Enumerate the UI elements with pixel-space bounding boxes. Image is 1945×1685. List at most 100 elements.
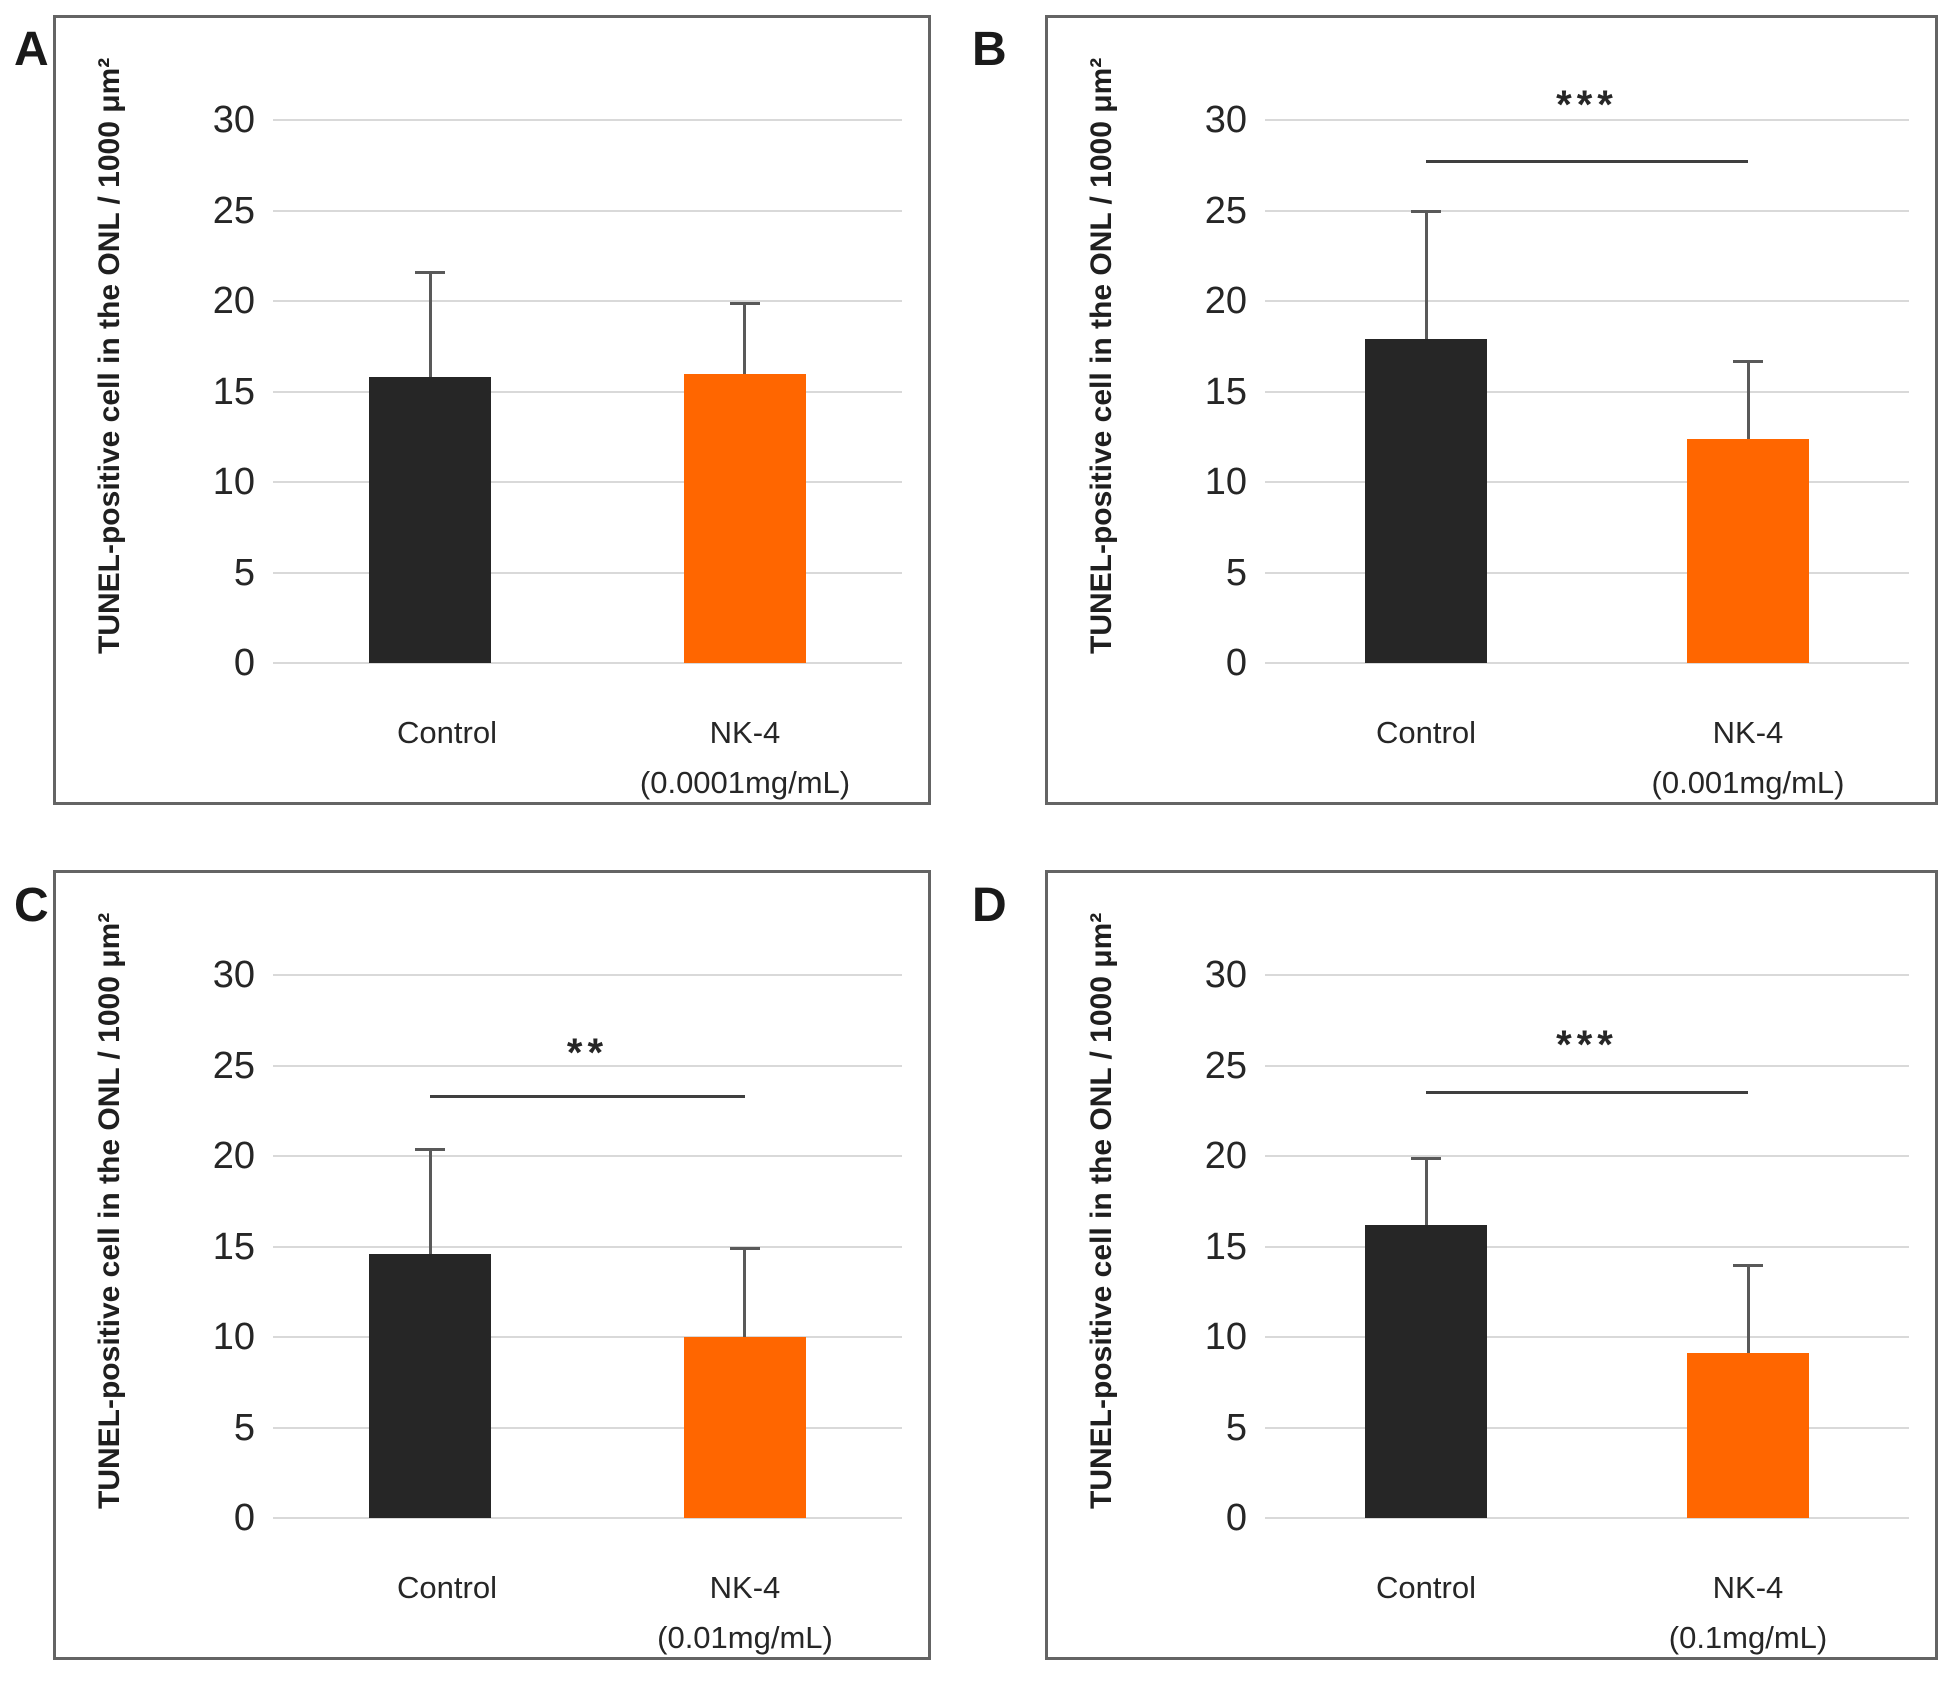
- panel-d: TUNEL-positive cell in the ONL / 1000 μm…: [1045, 870, 1938, 1660]
- y-tick-label: 20: [1204, 280, 1247, 323]
- gridline-y15: [1265, 1245, 1909, 1248]
- error-bar-stem: [428, 1149, 432, 1254]
- y-tick-label: 25: [212, 189, 255, 232]
- error-bar-cap: [1411, 209, 1441, 213]
- error-bar-stem: [1424, 210, 1428, 340]
- y-tick-label: 20: [212, 1135, 255, 1178]
- x-label-nk4: NK-4 (0.01mg/mL): [575, 1563, 915, 1662]
- y-tick-label: 20: [1204, 1135, 1247, 1178]
- error-bar-cap: [1733, 359, 1763, 363]
- y-tick-label: 25: [212, 1044, 255, 1087]
- y-tick-label: 15: [212, 370, 255, 413]
- gridline-y15: [273, 390, 902, 393]
- y-tick-label: 30: [1204, 99, 1247, 142]
- y-tick-label: 10: [1204, 1316, 1247, 1359]
- error-bar-cap: [1411, 1157, 1441, 1161]
- gridline-y30: [1265, 974, 1909, 977]
- y-axis-title: TUNEL-positive cell in the ONL / 1000 μm…: [93, 57, 126, 654]
- y-tick-label: 30: [1204, 954, 1247, 997]
- y-tick-label: 15: [212, 1225, 255, 1268]
- y-axis-title: TUNEL-positive cell in the ONL / 1000 μm…: [1085, 57, 1118, 654]
- error-bar-cap: [729, 302, 760, 306]
- x-label-line1: Control: [1376, 715, 1476, 750]
- panel-letter-c: C: [14, 879, 49, 932]
- error-bar-stem: [428, 272, 432, 378]
- gridline-y0: [273, 1517, 902, 1519]
- x-label-nk4: NK-4 (0.1mg/mL): [1578, 1563, 1918, 1662]
- y-tick-label: 25: [1204, 1044, 1247, 1087]
- bar-nk4: [683, 373, 806, 663]
- x-label-line2: (0.1mg/mL): [1668, 1619, 1828, 1655]
- y-tick-label: 10: [1204, 461, 1247, 504]
- bar-nk4: [1687, 1353, 1809, 1518]
- x-label-line1: NK-4: [1712, 715, 1784, 750]
- y-tick-label: 30: [212, 99, 255, 142]
- significance-stars: ***: [1556, 83, 1618, 128]
- significance-line: [1426, 1091, 1748, 1095]
- gridline-y5: [1265, 1426, 1909, 1429]
- y-tick-label: 5: [233, 551, 255, 594]
- gridline-y30: [273, 119, 902, 122]
- bar-control: [369, 1253, 492, 1518]
- gridline-y10: [1265, 481, 1909, 484]
- y-tick-label: 25: [1204, 189, 1247, 232]
- gridline-y10: [273, 1336, 902, 1339]
- gridline-y15: [1265, 390, 1909, 393]
- y-tick-label: 30: [212, 954, 255, 997]
- x-label-control: Control: [1346, 1563, 1506, 1613]
- plot-area-a: 0 5 10 15 20 25 30: [213, 48, 902, 682]
- gridline-y30: [1265, 119, 1909, 122]
- gridline-y20: [273, 300, 902, 303]
- significance-line: [430, 1094, 745, 1098]
- bar-nk4: [683, 1337, 806, 1518]
- y-tick-label: 0: [1225, 1497, 1247, 1539]
- panel-letter-b: B: [972, 23, 1007, 76]
- y-axis-title: TUNEL-positive cell in the ONL / 1000 μm…: [1085, 912, 1118, 1509]
- x-label-nk4: NK-4 (0.0001mg/mL): [575, 708, 915, 807]
- x-label-line1: NK-4: [709, 1570, 781, 1605]
- bar-control: [1365, 1224, 1487, 1518]
- gridline-y30: [273, 974, 902, 977]
- x-label-control: Control: [367, 1563, 527, 1613]
- gridline-y5: [273, 571, 902, 574]
- y-tick-label: 0: [1225, 642, 1247, 684]
- x-label-line2: (0.001mg/mL): [1651, 764, 1845, 800]
- error-bar-stem: [743, 303, 747, 374]
- gridline-y20: [273, 1155, 902, 1158]
- gridline-y15: [273, 1245, 902, 1248]
- y-tick-label: 15: [1204, 1225, 1247, 1268]
- x-label-line1: Control: [397, 715, 497, 750]
- error-bar-stem: [1424, 1158, 1428, 1225]
- gridline-y5: [1265, 571, 1909, 574]
- plot-area-c: 0 5 10 15 20 25 30 **: [213, 903, 902, 1537]
- bar-control: [369, 377, 492, 663]
- gridline-y0: [1265, 1517, 1909, 1519]
- panel-a: TUNEL-positive cell in the ONL / 1000 μm…: [53, 15, 931, 805]
- x-label-nk4: NK-4 (0.001mg/mL): [1578, 708, 1918, 807]
- y-tick-label: 5: [1225, 551, 1247, 594]
- gridline-y10: [1265, 1336, 1909, 1339]
- y-tick-label: 0: [233, 1497, 255, 1539]
- x-label-line1: Control: [397, 1570, 497, 1605]
- gridline-y0: [273, 662, 902, 664]
- bar-nk4: [1687, 438, 1809, 663]
- x-label-control: Control: [1346, 708, 1506, 758]
- error-bar-stem: [743, 1248, 747, 1338]
- gridline-y25: [273, 209, 902, 212]
- gridline-y25: [273, 1064, 902, 1067]
- significance-stars: ***: [1556, 1023, 1618, 1068]
- gridline-y20: [1265, 1155, 1909, 1158]
- y-tick-label: 15: [1204, 370, 1247, 413]
- y-tick-label: 10: [212, 1316, 255, 1359]
- x-label-line2: (0.01mg/mL): [657, 1619, 833, 1655]
- y-axis-title: TUNEL-positive cell in the ONL / 1000 μm…: [93, 912, 126, 1509]
- error-bar-cap: [1733, 1263, 1763, 1267]
- significance-stars: **: [566, 1030, 609, 1075]
- x-label-control: Control: [367, 708, 527, 758]
- y-tick-label: 20: [212, 280, 255, 323]
- panel-c: TUNEL-positive cell in the ONL / 1000 μm…: [53, 870, 931, 1660]
- bar-control: [1365, 339, 1487, 663]
- y-tick-label: 5: [233, 1406, 255, 1449]
- error-bar-stem: [1746, 1264, 1750, 1354]
- error-bar-cap: [415, 271, 446, 275]
